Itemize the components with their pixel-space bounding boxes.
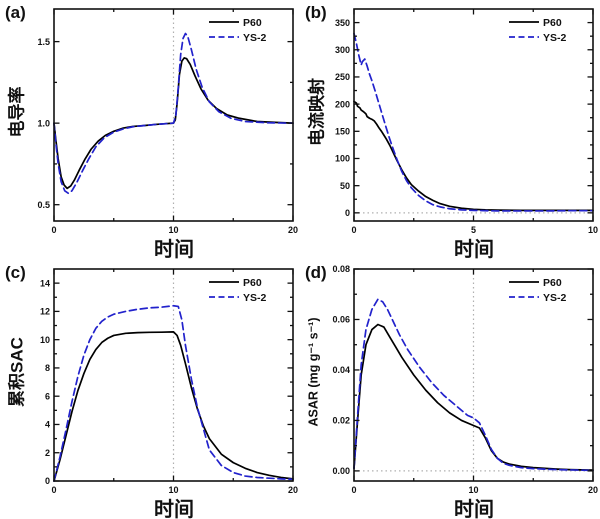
y-tick-label: 0.04: [332, 365, 350, 375]
y-tick-label: 0.02: [332, 416, 350, 426]
legend-label-ys-2: YS-2: [543, 292, 567, 304]
y-tick-label: 0: [45, 476, 50, 486]
panel-b: (b) 电流映射 0 5 10 0 50 100 150 200 250 300 350 P60 YS-…: [300, 0, 600, 261]
x-tick-label: 10: [168, 485, 178, 495]
y-tick-label: 200: [335, 99, 350, 109]
panel-b-x-axis-title: 时间: [454, 239, 494, 261]
x-tick-label: 10: [588, 225, 598, 235]
y-tick-label: 0.00: [332, 466, 350, 476]
panel-a-x-axis-title: 时间: [154, 239, 194, 261]
legend-label-ys-2: YS-2: [243, 292, 267, 304]
series-curve-p60: [353, 323, 594, 471]
series-curve-ys-2: [353, 32, 594, 212]
series-curve-ys-2: [53, 304, 294, 482]
x-tick-label: 20: [588, 485, 598, 495]
y-tick-label: 250: [335, 72, 350, 82]
legend-label-p60: P60: [243, 277, 262, 289]
x-tick-label: 20: [288, 225, 298, 235]
panel-c-x-axis-title: 时间: [154, 499, 194, 519]
y-tick-label: 10: [40, 335, 50, 345]
x-tick-label: 0: [51, 225, 56, 235]
panel-c-plot-area: 0 10 20 0 2 4 6 8 10 12 14 P60 YS-2: [40, 268, 298, 495]
panel-c: (c) 累积SAC 0 10 20 0 2 4 6 8 10 12 14 P60 YS-2 时间: [0, 260, 300, 519]
y-tick-label: 350: [335, 18, 350, 28]
legend-label-p60: P60: [543, 277, 562, 289]
series-curve-p60: [353, 100, 594, 212]
series-curve-p60: [53, 331, 294, 482]
legend-label-p60: P60: [543, 17, 562, 29]
panel-a-label: (a): [5, 3, 26, 22]
panel-c-label: (c): [5, 263, 26, 282]
x-tick-label: 10: [468, 485, 478, 495]
x-tick-label: 0: [51, 485, 56, 495]
series-curve-ys-2: [353, 298, 594, 472]
series-curve-ys-2: [53, 32, 294, 195]
y-tick-label: 0.06: [332, 315, 350, 325]
y-tick-label: 4: [45, 420, 50, 430]
panel-a: (a) 电导率 0 10 20 0.5 1.0 1.5 P60 YS-2 时间: [0, 0, 300, 261]
legend-label-p60: P60: [243, 17, 262, 29]
x-tick-label: 0: [351, 485, 356, 495]
x-tick-label: 10: [168, 225, 178, 235]
legend-label-ys-2: YS-2: [243, 32, 267, 44]
panel-d-plot-area: 0 10 20 0.00 0.02 0.04 0.06 0.08 P60 YS-2: [332, 264, 598, 495]
y-tick-label: 2: [45, 448, 50, 458]
y-tick-label: 1.0: [37, 118, 50, 128]
y-tick-label: 300: [335, 45, 350, 55]
panel-d-x-axis-title: 时间: [454, 499, 494, 519]
panel-d: (d) ASAR (mg g⁻¹ s⁻¹) 0 10 20 0.00 0.02 0.04 0…: [300, 260, 600, 519]
y-tick-label: 0: [345, 208, 350, 218]
y-tick-label: 0.08: [332, 264, 350, 274]
y-tick-label: 1.5: [37, 37, 50, 47]
y-tick-label: 0.5: [37, 200, 50, 210]
legend-label-ys-2: YS-2: [543, 32, 567, 44]
y-tick-label: 150: [335, 127, 350, 137]
x-tick-label: 5: [471, 225, 476, 235]
y-tick-label: 14: [40, 278, 50, 288]
y-tick-label: 6: [45, 391, 50, 401]
panel-a-plot-area: 0 10 20 0.5 1.0 1.5 P60 YS-2: [37, 8, 298, 235]
panel-b-label: (b): [305, 3, 327, 22]
y-tick-label: 50: [340, 181, 350, 191]
x-tick-label: 20: [288, 485, 298, 495]
x-tick-label: 0: [351, 225, 356, 235]
panel-d-label: (d): [305, 263, 327, 282]
y-tick-label: 100: [335, 154, 350, 164]
y-tick-label: 8: [45, 363, 50, 373]
y-tick-label: 12: [40, 307, 50, 317]
